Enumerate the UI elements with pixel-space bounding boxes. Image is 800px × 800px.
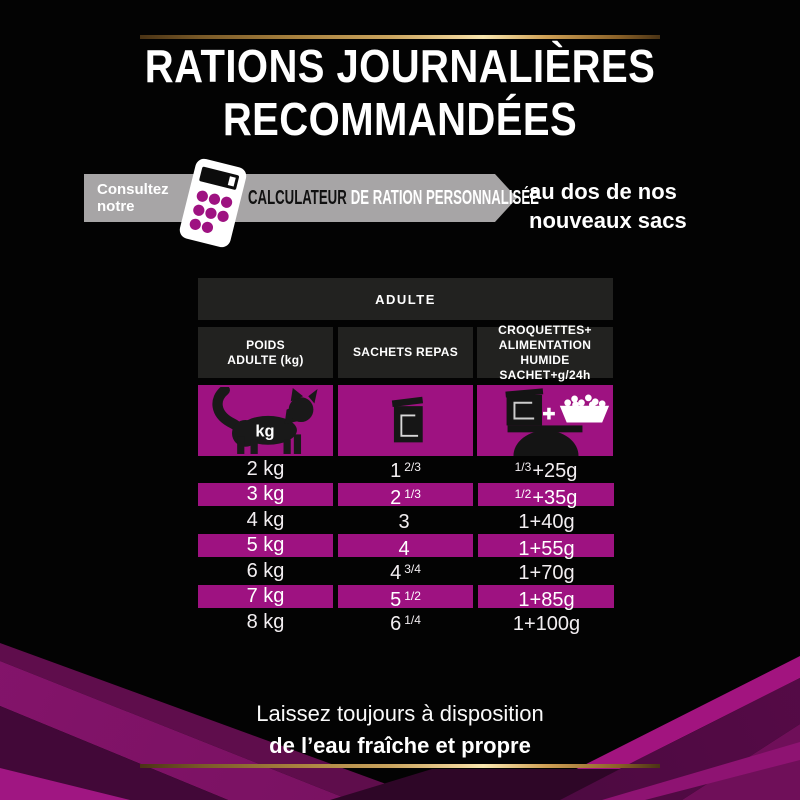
mix-value: +35g: [532, 486, 578, 509]
table-row: 2 kg 1 2/3 1/3+25g: [198, 456, 614, 482]
mix-cell: 1+55g: [478, 533, 614, 560]
mix-value: 1+85g: [518, 588, 575, 611]
water-advice-line2: de l’eau fraîche et propre: [269, 733, 531, 758]
weight-cell: 8 kg: [246, 611, 285, 633]
sachets-fraction: 1/4: [404, 613, 421, 627]
banner-label: CALCULATEUR DE RATION PERSONNALISÉE: [248, 174, 539, 222]
sachets-cell: 4: [338, 533, 473, 560]
banner-label-strong: CALCULATEUR: [248, 186, 347, 209]
mix-cell: 1+40g: [478, 507, 614, 535]
sachets-value: 2: [390, 486, 402, 509]
icon-cell-weight: kg: [198, 385, 333, 456]
mix-value: 1+100g: [512, 613, 581, 635]
mix-cell: 1/2+35g: [478, 482, 614, 509]
water-advice-line1: Laissez toujours à disposition: [256, 701, 544, 726]
mix-value: 1+40g: [518, 511, 575, 533]
sachets-value: 4: [390, 562, 402, 584]
ribbon-background: [84, 174, 517, 222]
mix-cell: 1+100g: [478, 609, 614, 637]
sachets-value: 6: [390, 613, 402, 635]
column-header-poids: POIDS ADULTE (kg): [198, 327, 333, 378]
kg-label: kg: [255, 422, 274, 440]
sachets-fraction: 3/4: [404, 562, 421, 576]
icon-cell-mixed-feeding: [477, 385, 613, 456]
mix-cell: 1+70g: [478, 558, 614, 586]
mix-value: 1+55g: [518, 537, 575, 560]
icon-cell-sachet: [338, 385, 473, 456]
table-row: 6 kg 4 3/4 1+70g: [198, 558, 614, 584]
water-advice: Laissez toujours à disposition de l’eau …: [0, 701, 800, 759]
column-header-sachets: SACHETS REPAS: [338, 327, 473, 378]
banner-prefix: Consultez notre: [97, 181, 169, 215]
mix-value: +25g: [532, 460, 578, 482]
column-header-croquettes: CROQUETTES+ ALIMENTATION HUMIDE SACHET+g…: [477, 323, 613, 382]
feeding-table-rows: 2 kg 1 2/3 1/3+25g 3 kg 2 1/3 1/2+35g 4 kg…: [198, 456, 614, 635]
pouch-icon: [391, 396, 423, 442]
table-row: 3 kg 2 1/3 1/2+35g: [198, 482, 614, 509]
mix-fraction: 1/2: [514, 486, 532, 501]
weight-cell: 7 kg: [198, 584, 333, 608]
table-row: 5 kg 4 1+55g: [198, 533, 614, 560]
sachets-fraction: 1/2: [404, 588, 421, 603]
sachets-cell: 3: [338, 507, 473, 535]
sachets-fraction: 2/3: [404, 460, 421, 474]
mix-value: 1+70g: [518, 562, 575, 584]
mix-cell: 1+85g: [478, 584, 614, 611]
gold-divider-bottom: [140, 764, 660, 768]
page-title: RATIONS JOURNALIÈRES RECOMMANDÉES: [144, 40, 656, 145]
weight-cell: 5 kg: [198, 533, 333, 557]
calculator-icon: [179, 158, 247, 248]
gold-divider-top: [140, 35, 660, 39]
sachets-value: 5: [390, 588, 402, 611]
sachets-fraction: 1/3: [404, 486, 421, 501]
scale-plus-bowl-icon: [505, 387, 610, 456]
sachets-cell: 1 2/3: [338, 456, 473, 484]
mix-cell: 1/3+25g: [478, 456, 614, 484]
table-row: 4 kg 3 1+40g: [198, 507, 614, 533]
sachets-cell: 4 3/4: [338, 558, 473, 586]
sachets-value: 4: [398, 537, 410, 560]
cat-icon: kg: [211, 386, 318, 454]
weight-cell: 6 kg: [246, 560, 285, 582]
sachets-cell: 6 1/4: [338, 609, 473, 637]
weight-cell: 4 kg: [246, 509, 285, 531]
sachets-value: 3: [398, 511, 410, 533]
table-row: 8 kg 6 1/4 1+100g: [198, 609, 614, 635]
banner-label-rest: DE RATION PERSONNALISÉE: [350, 186, 539, 209]
sachets-value: 1: [390, 460, 402, 482]
sachets-cell: 5 1/2: [338, 584, 473, 611]
weight-cell: 3 kg: [198, 482, 333, 506]
mix-fraction: 1/3: [514, 460, 532, 474]
weight-cell: 2 kg: [246, 458, 285, 480]
table-row: 7 kg 5 1/2 1+85g: [198, 584, 614, 611]
table-group-header: ADULTE: [198, 278, 613, 320]
sachets-cell: 2 1/3: [338, 482, 473, 509]
banner-suffix: au dos de nos nouveaux sacs: [529, 179, 687, 233]
